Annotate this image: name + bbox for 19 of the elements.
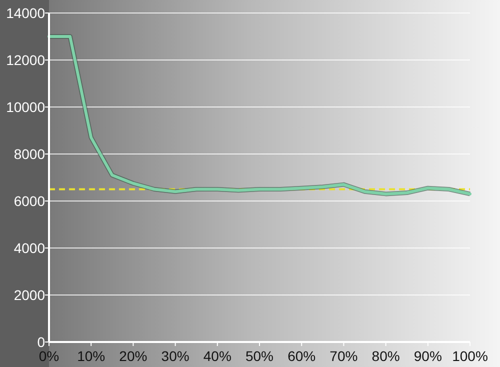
x-tick-label: 80% (372, 348, 400, 364)
x-tick-label: 90% (414, 348, 442, 364)
y-tick-label: 2000 (14, 286, 46, 303)
x-tick-label: 0% (38, 348, 60, 364)
y-tick-label: 0 (37, 334, 46, 350)
y-tick-label: 10000 (6, 98, 46, 115)
y-tick-label: 4000 (14, 240, 46, 256)
x-tick-label: 10% (77, 348, 106, 364)
x-tick-label: 60% (288, 348, 316, 364)
y-tick-label: 6000 (14, 192, 46, 209)
x-tick-label: 70% (330, 348, 358, 364)
y-tick-label: 14000 (6, 4, 46, 21)
y-tick-label: 8000 (14, 146, 46, 162)
x-tick-label: 40% (203, 348, 232, 364)
y-tick-label: 12000 (6, 52, 46, 68)
x-tick-label: 100% (452, 348, 488, 364)
x-tick-label: 20% (119, 348, 148, 364)
x-tick-label: 30% (161, 348, 190, 364)
x-tick-label: 50% (245, 348, 274, 364)
